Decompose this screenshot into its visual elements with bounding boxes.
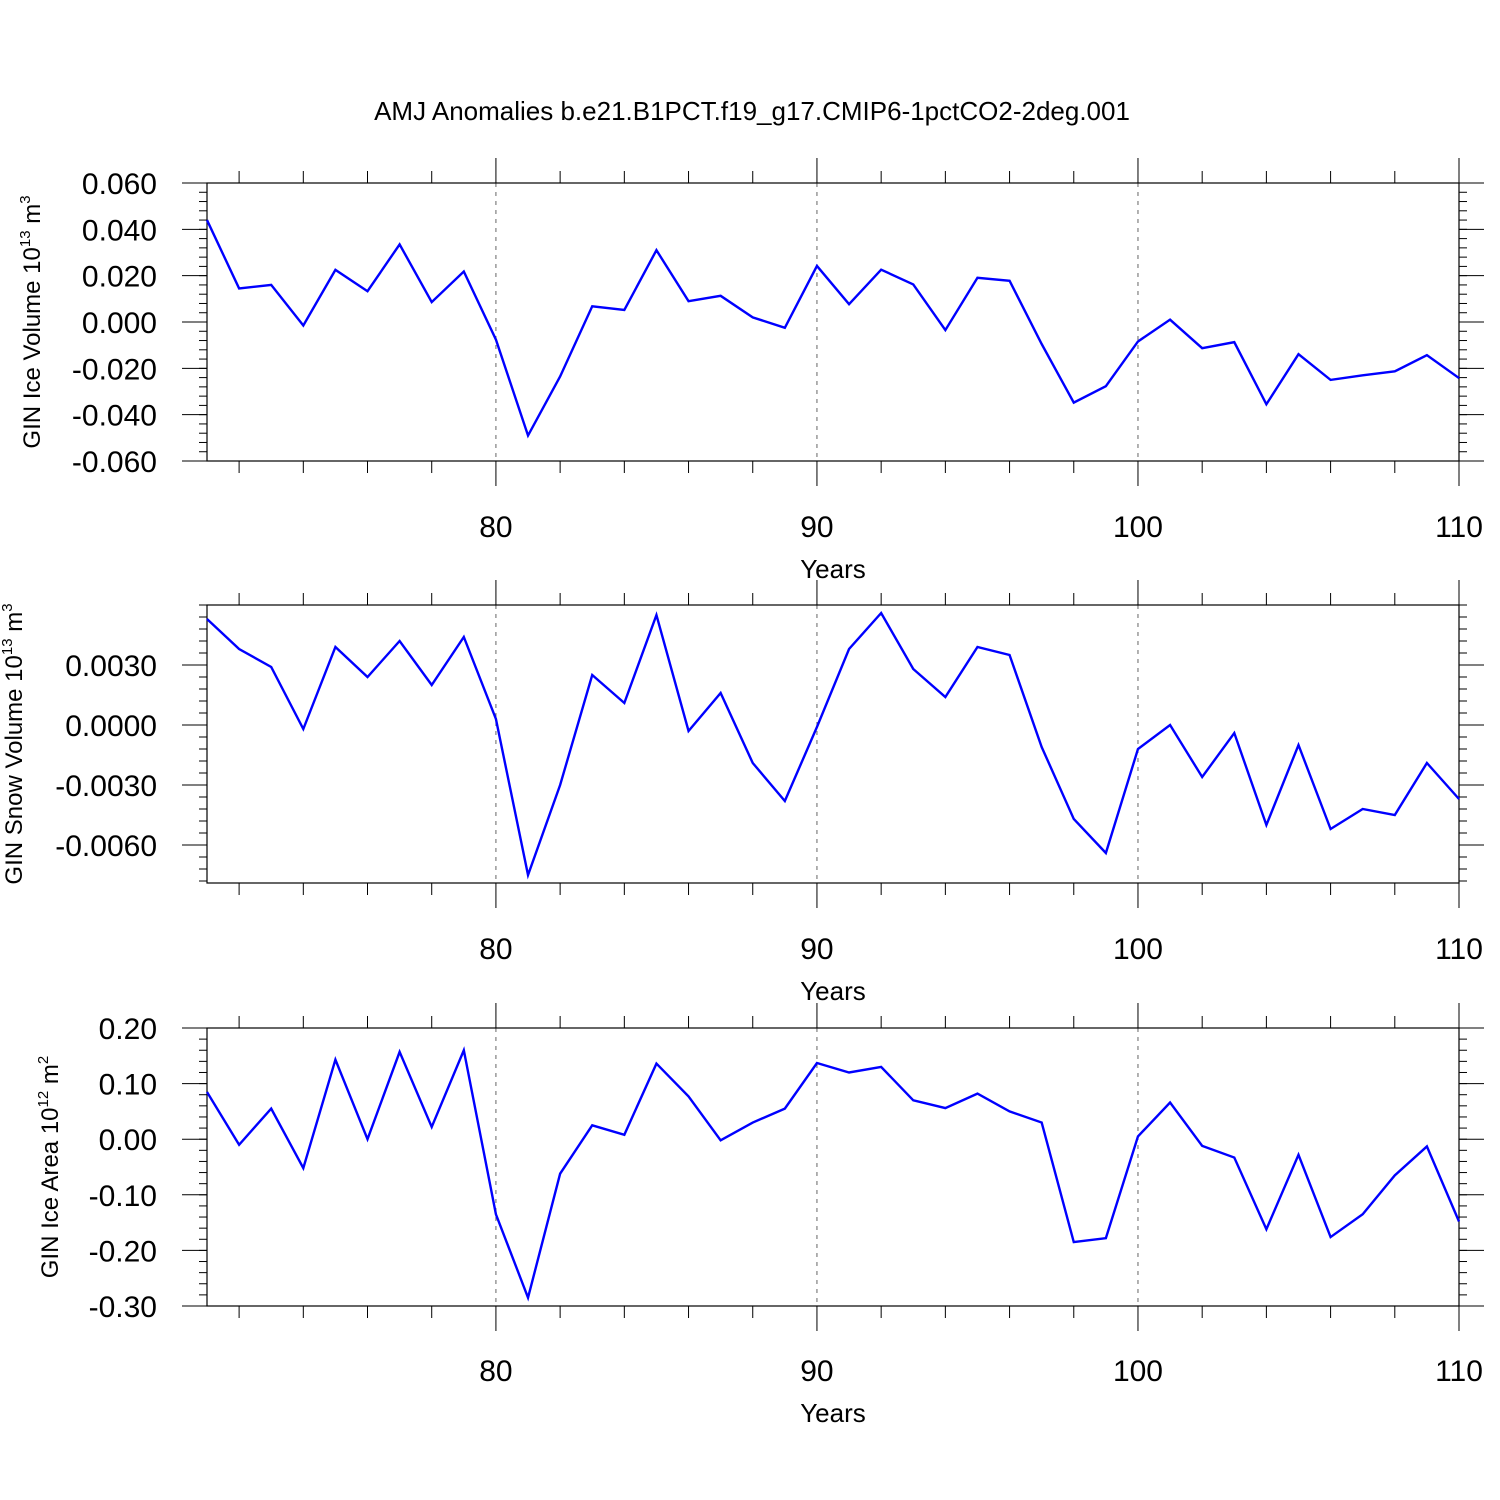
y-tick-label: -0.020 — [72, 353, 157, 386]
y-tick-label: -0.0060 — [55, 830, 157, 863]
y-tick-label: 0.020 — [82, 261, 157, 294]
y-tick-label: -0.040 — [72, 400, 157, 433]
series-line — [205, 1046, 1461, 1302]
x-axis-label: Years — [800, 1398, 866, 1428]
x-tick-label: 100 — [1113, 1355, 1163, 1388]
y-tick-label: -0.10 — [89, 1180, 157, 1213]
x-tick-label: 90 — [800, 511, 833, 544]
y-tick-label: -0.060 — [72, 446, 157, 479]
y-tick-label: 0.0030 — [65, 650, 157, 683]
x-tick-label: 80 — [479, 1355, 512, 1388]
plot-frame — [206, 182, 1460, 462]
x-tick-label: 100 — [1113, 511, 1163, 544]
series-line — [205, 219, 1460, 439]
x-tick-label: 110 — [1435, 933, 1483, 966]
series-line — [206, 610, 1460, 880]
panel-3: -0.30 -0.20 -0.10 0.00 0.10 0.20 80 90 100 110 Yea… — [35, 1003, 1484, 1428]
panel-2: -0.0060 -0.0030 0.0000 0.0030 80 90 100 110 Year… — [0, 580, 1484, 1006]
chart-title: AMJ Anomalies b.e21.B1PCT.f19_g17.CMIP6-… — [374, 96, 1130, 126]
y-tick-label: 0.060 — [82, 168, 157, 201]
y-tick-label: 0.10 — [99, 1069, 157, 1102]
x-axis-label: Years — [800, 976, 866, 1006]
y-tick-label: 0.040 — [82, 214, 157, 247]
x-tick-label: 110 — [1435, 511, 1483, 544]
y-tick-label: 0.20 — [99, 1013, 157, 1046]
x-tick-label: 90 — [800, 1355, 833, 1388]
panel-1: -0.060 -0.040 -0.020 0.000 0.020 0.040 0.060 80… — [17, 158, 1484, 584]
x-tick-label: 110 — [1435, 1355, 1483, 1388]
plot-frame — [206, 1027, 1460, 1307]
plot-frame — [206, 604, 1460, 884]
y-axis-label: GIN Snow Volume 1013 m3 — [0, 603, 28, 884]
y-axis-label: GIN Ice Area 1012 m2 — [35, 1056, 64, 1278]
y-tick-label: 0.00 — [99, 1124, 157, 1157]
x-tick-label: 80 — [479, 511, 512, 544]
y-tick-label: -0.30 — [89, 1291, 157, 1324]
x-tick-label: 100 — [1113, 933, 1163, 966]
y-tick-label: -0.20 — [89, 1235, 157, 1268]
x-axis-label: Years — [800, 554, 866, 584]
y-tick-label: 0.0000 — [65, 710, 157, 743]
x-tick-label: 90 — [800, 933, 833, 966]
y-tick-label: 0.000 — [82, 307, 157, 340]
y-axis-label: GIN Ice Volume 1013 m3 — [17, 195, 46, 448]
x-tick-label: 80 — [479, 933, 512, 966]
y-tick-label: -0.0030 — [55, 770, 157, 803]
